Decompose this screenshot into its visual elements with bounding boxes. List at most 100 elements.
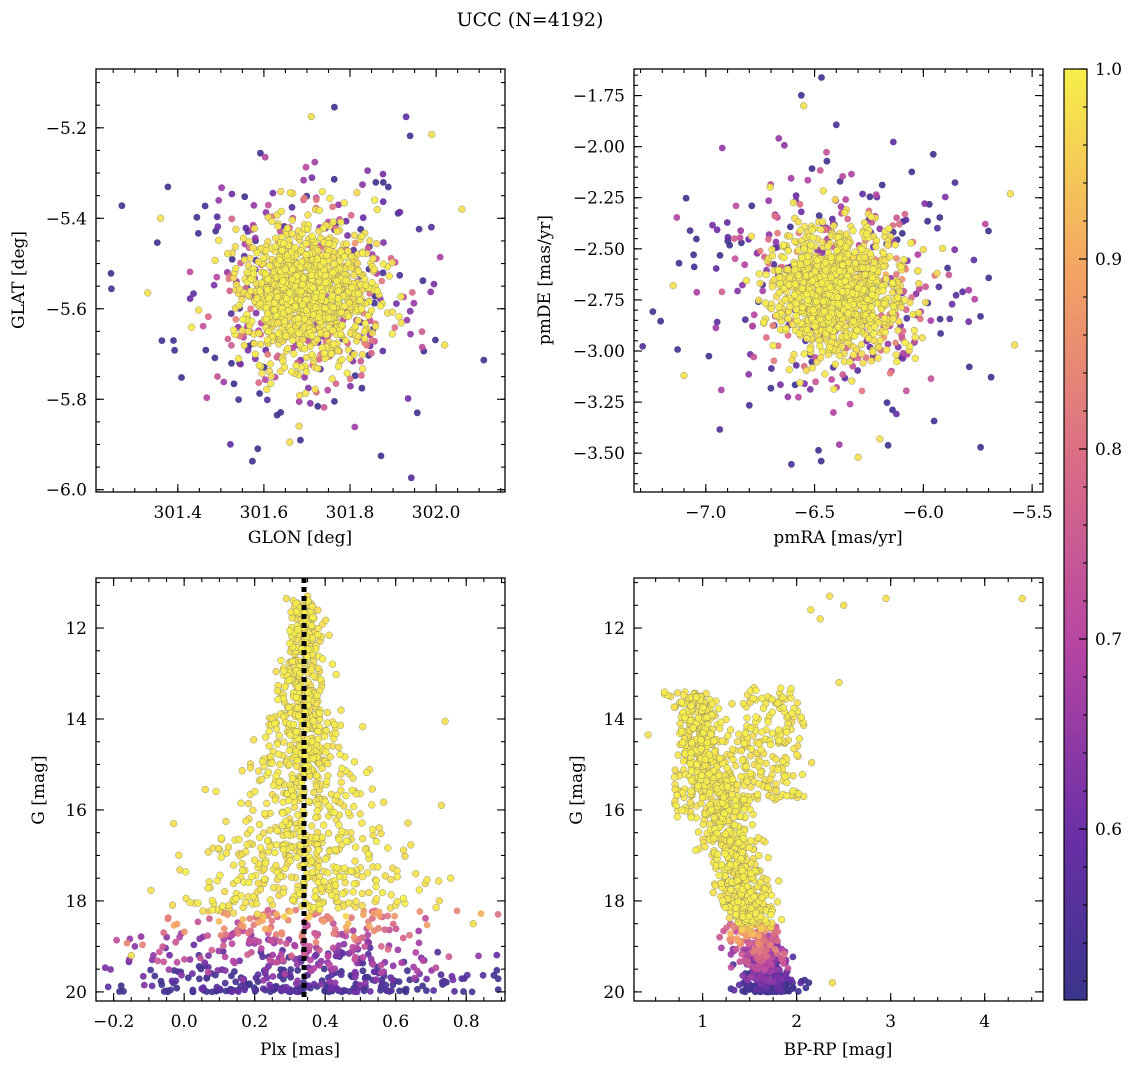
data-point [286,438,294,446]
data-point [387,875,395,884]
data-point [761,299,770,307]
data-point [294,683,302,691]
data-point [189,970,196,977]
data-point [356,810,364,818]
data-point [768,252,777,260]
data-point [193,213,201,221]
data-point [841,277,849,285]
data-point [353,188,361,197]
data-point [741,261,749,269]
data-point [277,207,285,216]
data-point [266,981,273,989]
data-point [228,972,235,980]
data-point [313,255,322,263]
data-point [270,884,278,892]
data-point [243,841,251,849]
data-point [324,869,332,877]
data-point [362,973,369,981]
data-point [952,291,960,299]
data-point [253,294,261,302]
data-point [332,881,340,889]
data-point [319,655,327,663]
data-point [394,946,402,954]
data-point [889,138,897,146]
data-point [256,390,263,397]
data-point [844,215,852,223]
data-point [310,980,318,988]
data-point [351,239,359,247]
data-point [373,287,382,295]
data-point [333,791,341,800]
y-tick-label: 16 [65,801,87,821]
data-point [848,289,857,297]
data-point [781,296,789,304]
data-point [351,857,359,865]
data-point [817,457,825,465]
data-point [329,326,337,335]
data-point [232,978,240,986]
data-point [327,915,334,923]
x-tick-label: 302.0 [412,503,461,523]
data-point [324,760,332,768]
data-point [759,287,767,295]
y-tick-label: 12 [65,619,87,639]
data-point [774,229,781,237]
data-point [329,218,337,226]
data-point [362,979,369,987]
data-point [911,333,919,341]
data-point [871,323,879,331]
data-point [208,946,216,954]
data-point [276,760,284,768]
data-point [809,306,817,314]
data-point [300,194,308,202]
data-point [230,326,238,334]
data-point [831,196,839,204]
data-point [965,363,973,371]
data-point [254,879,262,887]
data-point [308,737,316,746]
data-point [716,426,724,433]
data-point [224,843,233,851]
data-point [151,972,159,980]
data-point [327,350,336,358]
data-point [827,253,835,261]
data-point [432,336,439,344]
data-point [867,357,876,365]
data-point [220,378,228,386]
data-point [186,268,194,276]
data-point [275,731,283,740]
data-point [314,402,322,410]
data-point [918,334,926,342]
data-point [731,255,739,263]
data-point [229,909,238,917]
data-point [254,445,262,453]
data-point [312,196,320,204]
data-point [363,869,372,877]
data-point [199,322,207,330]
data-point [358,249,367,257]
panel-position: 301.4 301.6 301.8 302.0−6.0−5.8−5.6−5.4−5.2… [9,68,506,548]
data-point [879,249,888,258]
data-point [437,801,446,810]
data-point [314,624,322,633]
data-point [894,326,902,335]
data-point [335,873,344,881]
data-point [815,446,822,454]
data-point [851,248,859,256]
data-point [159,943,167,950]
data-point [825,325,834,333]
data-point [895,220,903,228]
data-point [245,878,253,887]
data-point [293,961,301,968]
data-point [238,326,246,335]
data-point [264,275,272,283]
data-point [924,217,931,225]
data-point [182,868,190,876]
data-point [314,846,323,854]
data-point [408,289,416,296]
data-point [118,202,126,210]
data-point [880,262,888,271]
data-point [325,631,333,639]
data-point [741,316,749,323]
data-point [311,887,320,895]
